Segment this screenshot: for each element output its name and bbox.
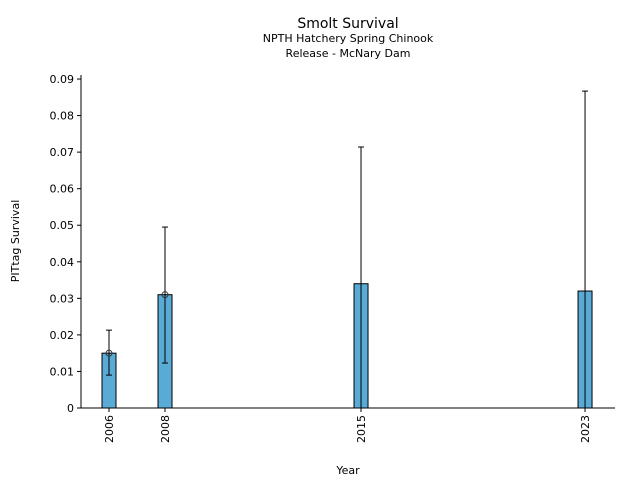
- y-tick-label: 0.03: [50, 292, 75, 305]
- y-tick-label: 0.01: [50, 365, 75, 378]
- x-tick-label: 2023: [579, 415, 592, 443]
- y-tick-label: 0.02: [50, 329, 75, 342]
- y-tick-label: 0.09: [50, 73, 75, 86]
- x-tick-label: 2006: [103, 415, 116, 443]
- chart-subtitle-1: NPTH Hatchery Spring Chinook: [263, 32, 434, 45]
- x-axis-label: Year: [335, 464, 360, 477]
- chart-subtitle-2: Release - McNary Dam: [286, 47, 411, 60]
- y-tick-label: 0: [67, 402, 74, 415]
- x-tick-label: 2008: [159, 415, 172, 443]
- x-tick-label: 2015: [355, 415, 368, 443]
- y-tick-label: 0.07: [50, 146, 75, 159]
- point-marker-2008: [161, 291, 169, 299]
- y-tick-label: 0.05: [50, 219, 75, 232]
- y-axis-label: PITtag Survival: [9, 200, 22, 282]
- point-marker-2006: [105, 349, 113, 357]
- y-tick-label: 0.04: [50, 256, 75, 269]
- y-tick-label: 0.08: [50, 110, 75, 123]
- y-tick-label: 0.06: [50, 183, 75, 196]
- chart-title: Smolt Survival: [297, 16, 398, 32]
